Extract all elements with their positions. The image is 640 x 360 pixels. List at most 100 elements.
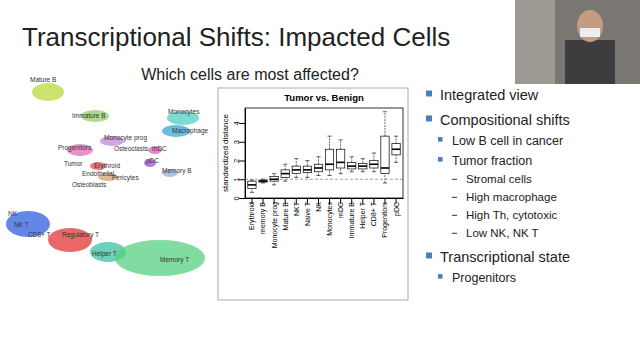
box-body <box>348 162 356 169</box>
whisker-high <box>340 140 341 149</box>
whisker-low <box>396 155 397 163</box>
bullet-dash <box>452 233 457 234</box>
whisker-cap-high <box>272 173 276 174</box>
bullet-text: Low B cell in cancer <box>452 134 563 148</box>
whisker-low <box>329 170 330 176</box>
y-axis-title: standardized distance <box>221 114 230 192</box>
y-tick-label: 2 <box>232 159 241 163</box>
umap-label: Immature B <box>72 112 106 119</box>
whisker-low <box>362 169 363 172</box>
bullet-text: High macrophage <box>466 191 557 203</box>
box-body <box>392 144 400 155</box>
whisker-high <box>307 161 308 167</box>
whisker-low <box>307 173 308 178</box>
umap-label: Progenitors <box>58 144 92 152</box>
box-body <box>359 163 367 169</box>
umap-label: NK T <box>14 221 29 228</box>
boxplot-panel: Tumor vs. Benignstandardized distance012… <box>218 88 408 300</box>
x-tick: CD8+ T <box>370 198 377 226</box>
whisker-high <box>296 159 297 167</box>
whisker-cap-high <box>305 160 309 161</box>
presenter-video <box>515 0 640 84</box>
whisker-high <box>396 136 397 144</box>
whisker-cap-high <box>361 158 365 159</box>
whisker-high <box>285 164 286 170</box>
x-tick: mDC <box>337 198 344 218</box>
x-tick: Helper T <box>359 198 367 229</box>
whisker-low <box>318 172 319 176</box>
whisker-cap-high <box>294 158 298 159</box>
box-body <box>281 170 289 178</box>
box <box>303 161 311 178</box>
video-body <box>565 40 615 84</box>
whisker-low <box>351 169 352 172</box>
whisker-cap-low <box>283 181 287 182</box>
x-tick-label: memory B <box>259 202 267 234</box>
bullet-text: Stromal cells <box>466 173 532 185</box>
whisker-high <box>384 112 385 136</box>
x-tick-label: pDC <box>393 202 401 216</box>
umap-label: Mature B <box>30 76 56 83</box>
x-tick: Monocyte prog <box>271 198 279 248</box>
whisker-low <box>296 174 297 178</box>
whisker-high <box>351 157 352 163</box>
box-median <box>381 167 389 169</box>
box-body <box>381 136 389 174</box>
whisker-cap-low <box>361 171 365 172</box>
y-tick-label: 4 <box>232 121 241 125</box>
umap-label: Monocyte prog <box>104 134 147 142</box>
umap-label: Memory B <box>162 167 192 175</box>
box <box>336 140 344 174</box>
box <box>370 153 378 172</box>
chart-title: Tumor vs. Benign <box>284 92 364 103</box>
bullet-text: Low NK, NK T <box>466 227 539 239</box>
umap-label: pDC <box>146 157 159 165</box>
box-body <box>292 166 300 174</box>
x-tick-label: Naive T <box>304 201 311 226</box>
bullet-text: Transcriptional state <box>440 249 570 265</box>
bullet-text: Compositional shifts <box>440 112 570 128</box>
umap-label: CD8+ T <box>28 231 50 238</box>
box <box>314 157 322 176</box>
box-median <box>259 180 267 182</box>
slide-title: Transcriptional Shifts: Impacted Cells <box>22 22 450 52</box>
whisker-cap-low <box>316 175 320 176</box>
box-median <box>314 167 322 169</box>
umap-label: Pericytes <box>112 174 139 182</box>
x-tick: NK <box>315 198 322 212</box>
box-median <box>325 163 333 165</box>
x-tick-label: Immature B <box>348 202 355 239</box>
plot-marks <box>245 112 403 193</box>
x-tick-label: Mature B <box>282 202 289 231</box>
video-mask <box>580 28 600 37</box>
y-tick: 1 <box>232 178 245 182</box>
whisker-cap-low <box>305 177 309 178</box>
box <box>359 159 367 172</box>
panel-border <box>218 88 408 300</box>
umap-label: Osteoblasts <box>72 181 107 188</box>
whisker-high <box>318 157 319 165</box>
y-tick-label: 3 <box>232 140 241 144</box>
bullet-text: High Th, cytotoxic <box>466 209 557 221</box>
box-median <box>281 173 289 175</box>
box-median <box>303 169 311 171</box>
whisker-cap-high <box>339 139 343 140</box>
umap-label: Helper T <box>92 250 117 258</box>
x-tick: Naive T <box>304 198 311 226</box>
box-body <box>270 176 278 181</box>
umap-cluster <box>6 211 50 237</box>
whisker-cap-low <box>327 175 331 176</box>
box-body <box>370 161 378 169</box>
box <box>259 179 267 183</box>
x-tick-label: Helper T <box>359 201 367 228</box>
whisker-cap-high <box>394 136 398 137</box>
whisker-cap-high <box>316 156 320 157</box>
x-tick-label: Monocyte prog <box>271 202 279 248</box>
slide: Transcriptional Shifts: Impacted CellsWh… <box>0 0 640 360</box>
x-tick: Mature B <box>282 198 289 230</box>
whisker-cap-high <box>250 180 254 181</box>
bullet-marker <box>426 252 432 258</box>
whisker-cap-low <box>294 177 298 178</box>
x-tick-label: NK <box>315 202 322 212</box>
whisker-high <box>373 153 374 161</box>
